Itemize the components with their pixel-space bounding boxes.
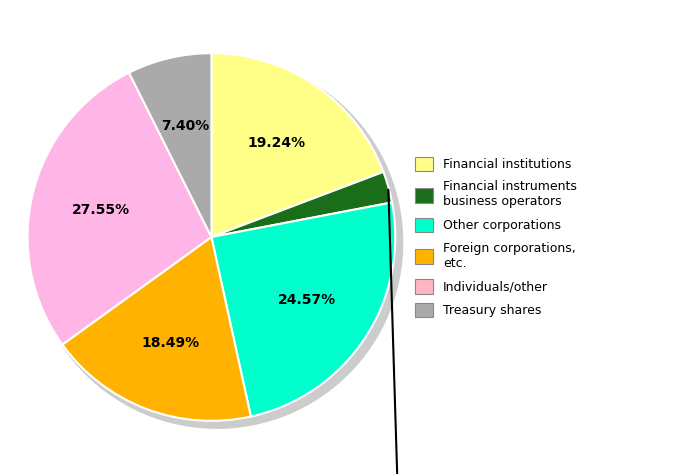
Circle shape (31, 57, 402, 428)
Wedge shape (211, 172, 392, 237)
Wedge shape (211, 202, 396, 417)
Wedge shape (129, 53, 211, 237)
Text: 24.57%: 24.57% (278, 293, 336, 307)
Wedge shape (62, 237, 251, 421)
Text: 18.49%: 18.49% (142, 337, 200, 350)
Wedge shape (27, 73, 211, 345)
Text: 7.40%: 7.40% (161, 119, 209, 133)
Text: 27.55%: 27.55% (72, 203, 130, 217)
Legend: Financial institutions, Financial instruments
business operators, Other corporat: Financial institutions, Financial instru… (415, 157, 577, 317)
Text: 19.24%: 19.24% (247, 136, 306, 150)
Wedge shape (211, 53, 383, 237)
